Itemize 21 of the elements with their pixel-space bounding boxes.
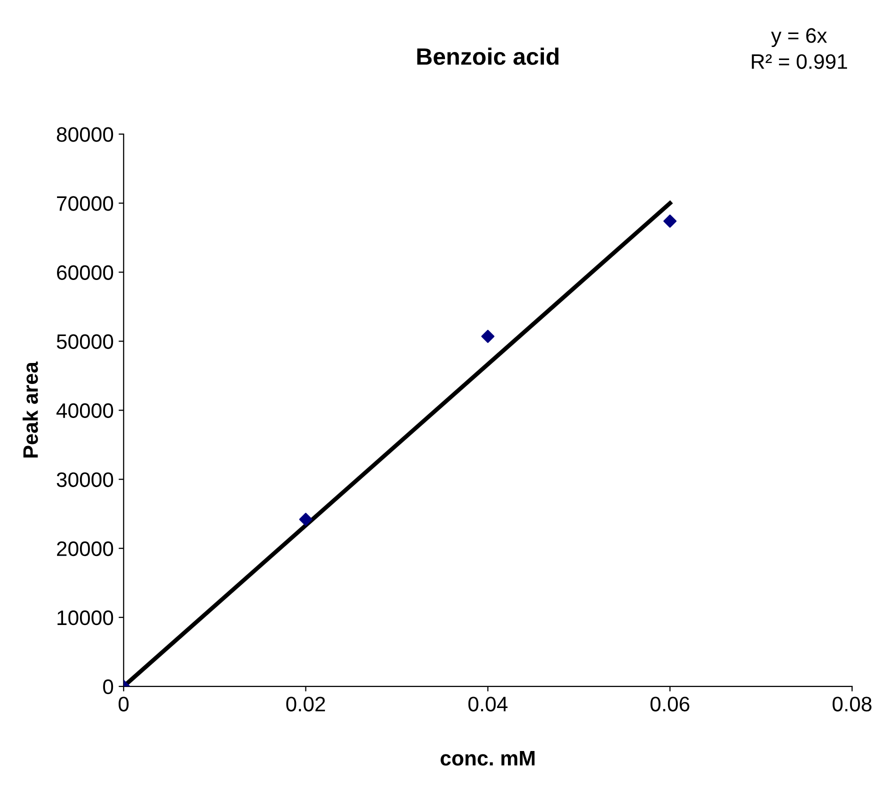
x-tick-label: 0 [118,696,129,712]
y-tick-label: 30000 [56,472,114,488]
y-tick-label: 40000 [56,403,114,418]
y-axis-title: Peak area [22,361,38,458]
x-tick-label: 0.08 [832,696,872,712]
point [481,330,494,343]
y-tick-label: 70000 [57,196,114,211]
y-tick-label: 50000 [56,334,114,349]
x-tick-label: 0.02 [286,696,325,712]
y-tick-label: 80000 [56,127,114,142]
y-tick-label: 0 [103,679,114,694]
point [663,214,677,228]
text: y = 6x [771,28,827,48]
chart-title: Benzoic acid [417,48,558,65]
y-tick-label: 10000 [58,610,114,626]
y-tick-label: 20000 [57,541,114,556]
y-tick-label: 60000 [57,265,114,280]
x-axis-title: conc. mM [440,751,535,766]
x-tick-label: 0.06 [650,696,690,712]
x-tick-label: 0.04 [468,696,508,712]
text: R² = 0.991 [752,54,848,69]
